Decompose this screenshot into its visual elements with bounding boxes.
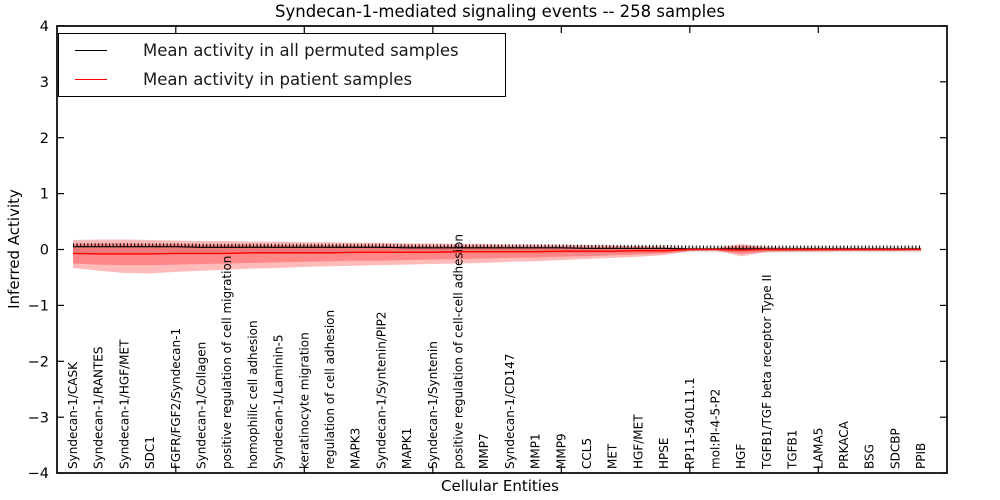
x-category-label: BSG [863, 444, 877, 469]
y-tick-label: 2 [40, 131, 49, 147]
chart-title: Syndecan-1-mediated signaling events -- … [275, 2, 725, 21]
y-tick-label: 4 [40, 19, 49, 35]
y-tick-label: 1 [40, 187, 49, 203]
x-category-label: CCL5 [580, 438, 594, 469]
x-category-label: positive regulation of cell migration [220, 256, 234, 469]
x-category-label: Syndecan-1/Syntenin [426, 341, 440, 469]
x-category-label: TGFB1/TGF beta receptor Type II [760, 274, 774, 470]
x-axis-label: Cellular Entities [441, 477, 559, 495]
y-axis-label: Inferred Activity [5, 189, 23, 309]
y-tick-labels: −4 −3 −2 −1 0 1 2 3 4 [28, 19, 49, 482]
x-category-label: regulation of cell adhesion [323, 310, 337, 469]
x-category-label: positive regulation of cell-cell adhesio… [451, 234, 465, 469]
x-category-label: Syndecan-1/HGF/MET [117, 339, 131, 469]
x-category-label: SDC1 [143, 436, 157, 469]
axes-border [56, 25, 948, 474]
shaded-bands [73, 239, 922, 274]
x-category-label: Syndecan-1/Syntenin/PIP2 [374, 311, 388, 469]
x-category-label: SDCBP [888, 428, 902, 469]
legend-label-permuted: Mean activity in all permuted samples [143, 41, 459, 60]
x-category-label: Syndecan-1/RANTES [92, 347, 106, 469]
x-category-label: MAPK3 [349, 428, 363, 469]
band-patient-samples-spread-inner [73, 243, 922, 266]
y-tick-label: −2 [28, 354, 49, 370]
patient-line-swatch [75, 79, 107, 80]
x-category-label: mol:PI-4-5-P2 [708, 389, 722, 469]
x-category-label: Syndecan-1/CASK [66, 361, 80, 469]
x-category-label: HPSE [657, 438, 671, 469]
y-tick-label: −1 [28, 298, 49, 314]
legend-label-patient: Mean activity in patient samples [143, 70, 413, 89]
legend-item-permuted: Mean activity in all permuted samples [59, 38, 505, 63]
permuted-line-swatch [75, 50, 107, 51]
x-category-label: RP11-540L11.1 [683, 378, 697, 469]
y-tick-label: −3 [28, 410, 49, 426]
x-category-labels: Syndecan-1/CASK Syndecan-1/RANTES Syndecan… [66, 234, 928, 470]
y-tick-label: 0 [40, 243, 49, 259]
permuted-mean-markers [73, 243, 922, 250]
x-category-label: MMP7 [477, 433, 491, 469]
x-category-label: LAMA5 [811, 428, 825, 469]
x-category-label: PRKACA [837, 420, 851, 469]
x-category-label: PPIB [914, 443, 928, 469]
x-category-label: homophilic cell adhesion [246, 320, 260, 469]
legend-item-patient: Mean activity in patient samples [59, 67, 505, 92]
x-category-label: Syndecan-1/Collagen [194, 342, 208, 469]
legend: Mean activity in all permuted samples Me… [58, 33, 506, 97]
band-patient-samples-spread-outer [73, 239, 922, 274]
x-category-label: HGF [734, 444, 748, 469]
x-category-label: TGFB1 [786, 430, 800, 470]
x-category-label: keratinocyte migration [297, 332, 311, 469]
y-tick-label: −4 [28, 466, 49, 482]
x-category-label: Syndecan-1/Laminin-5 [272, 335, 286, 469]
patient-mean-line [72, 248, 922, 255]
x-category-label: MMP9 [554, 433, 568, 469]
y-tick-label: 3 [40, 75, 49, 91]
x-category-label: FGFR/FGF2/Syndecan-1 [169, 328, 183, 469]
x-category-label: MET [606, 443, 620, 469]
x-category-label: Syndecan-1/CD147 [503, 354, 517, 469]
x-category-label: HGF/MET [631, 414, 645, 469]
mean-lines [72, 243, 922, 255]
x-category-label: MMP1 [529, 433, 543, 469]
x-category-label: MAPK1 [400, 428, 414, 469]
